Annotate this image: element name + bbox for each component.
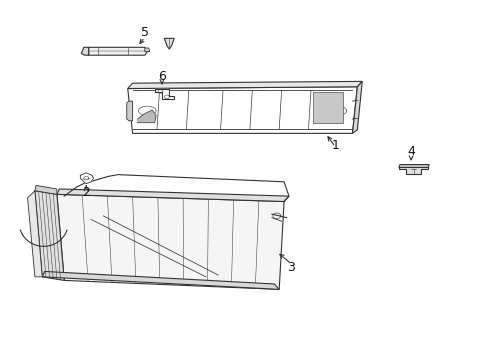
Text: 5: 5 (141, 27, 149, 40)
Polygon shape (399, 167, 428, 174)
Polygon shape (314, 92, 343, 123)
Polygon shape (89, 47, 147, 55)
Polygon shape (127, 101, 133, 121)
Polygon shape (57, 189, 289, 202)
Polygon shape (35, 185, 57, 194)
Text: 4: 4 (407, 145, 415, 158)
Text: 6: 6 (158, 69, 166, 82)
Polygon shape (145, 48, 150, 51)
Polygon shape (352, 81, 362, 134)
Polygon shape (155, 89, 174, 99)
Text: 2: 2 (82, 186, 90, 199)
Polygon shape (164, 39, 174, 49)
Polygon shape (399, 165, 429, 167)
Polygon shape (81, 47, 89, 55)
Polygon shape (27, 191, 42, 277)
Polygon shape (57, 194, 284, 289)
Text: 1: 1 (331, 139, 340, 152)
Polygon shape (42, 271, 279, 289)
Text: 3: 3 (288, 261, 295, 274)
Polygon shape (35, 191, 64, 280)
Polygon shape (128, 81, 362, 89)
Polygon shape (138, 110, 156, 123)
Polygon shape (80, 173, 94, 184)
